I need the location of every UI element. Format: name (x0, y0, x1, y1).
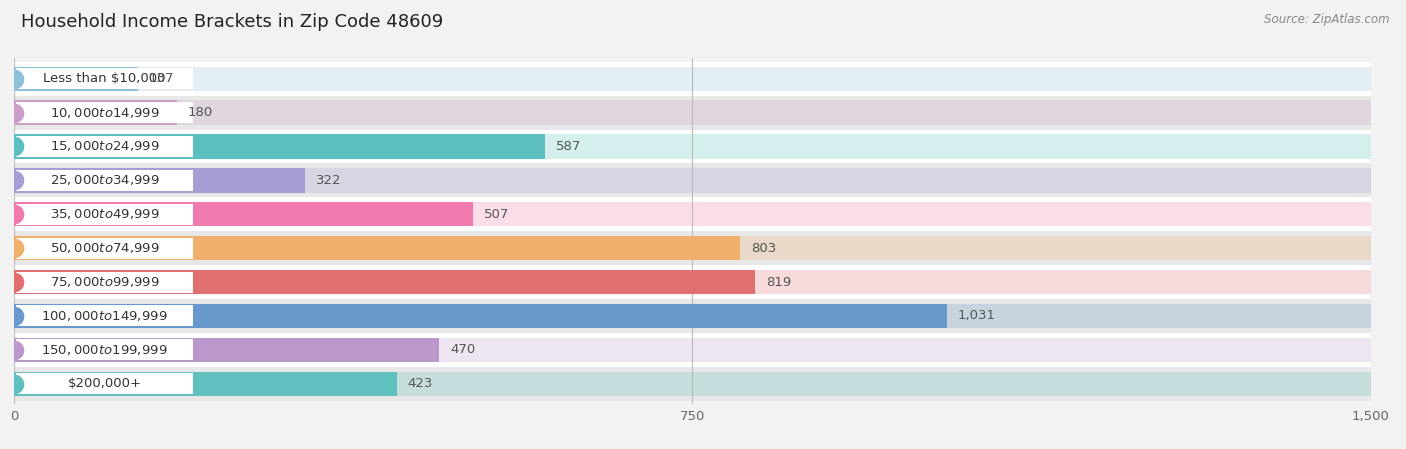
Bar (14, 304, 1371, 328)
Text: 180: 180 (188, 106, 212, 119)
Bar (0, 231, 1406, 265)
Bar (14, 168, 1371, 193)
Text: 470: 470 (450, 343, 475, 357)
Bar (0, 265, 1406, 299)
Bar (15, 68, 193, 89)
Text: $100,000 to $149,999: $100,000 to $149,999 (41, 309, 167, 323)
Text: 507: 507 (484, 208, 509, 221)
Bar (15, 373, 193, 394)
Point (3, 380, 25, 387)
Bar (0, 130, 1406, 163)
Text: 819: 819 (766, 276, 792, 289)
Text: 803: 803 (751, 242, 776, 255)
Text: 423: 423 (408, 377, 433, 390)
Bar (0, 198, 1406, 231)
Text: 137: 137 (149, 72, 174, 85)
Text: $50,000 to $74,999: $50,000 to $74,999 (49, 241, 159, 255)
Bar (14, 101, 1371, 125)
Text: $10,000 to $14,999: $10,000 to $14,999 (49, 106, 159, 119)
Text: $15,000 to $24,999: $15,000 to $24,999 (49, 140, 159, 154)
Point (3, 278, 25, 286)
Bar (15, 170, 193, 191)
Text: 587: 587 (555, 140, 581, 153)
Bar (14, 270, 1371, 294)
Bar (15, 339, 193, 361)
Bar (0, 367, 1406, 401)
Bar (0, 62, 1406, 96)
Text: Source: ZipAtlas.com: Source: ZipAtlas.com (1264, 13, 1389, 26)
Bar (14, 168, 305, 193)
Point (3, 75, 25, 82)
Bar (0, 96, 1406, 130)
Point (3, 143, 25, 150)
Bar (14, 66, 138, 91)
Point (3, 109, 25, 116)
Text: 1,031: 1,031 (957, 309, 995, 322)
Text: $75,000 to $99,999: $75,000 to $99,999 (49, 275, 159, 289)
Text: 322: 322 (316, 174, 342, 187)
Bar (14, 202, 1371, 226)
Bar (15, 238, 193, 259)
Bar (14, 372, 1371, 396)
Text: $25,000 to $34,999: $25,000 to $34,999 (49, 173, 159, 187)
Bar (15, 272, 193, 293)
Bar (14, 304, 946, 328)
Bar (14, 134, 546, 158)
Bar (14, 134, 1371, 158)
Bar (15, 305, 193, 326)
Bar (14, 338, 439, 362)
Bar (14, 236, 1371, 260)
Bar (15, 136, 193, 157)
Bar (0, 163, 1406, 198)
Bar (15, 204, 193, 225)
Point (3, 245, 25, 252)
Point (3, 313, 25, 320)
Bar (0, 333, 1406, 367)
Bar (14, 270, 755, 294)
Bar (14, 338, 1371, 362)
Bar (14, 101, 177, 125)
Text: $200,000+: $200,000+ (67, 377, 142, 390)
Point (3, 211, 25, 218)
Bar (14, 372, 396, 396)
Bar (14, 202, 472, 226)
Text: $150,000 to $199,999: $150,000 to $199,999 (41, 343, 167, 357)
Text: $35,000 to $49,999: $35,000 to $49,999 (49, 207, 159, 221)
Point (3, 346, 25, 353)
Bar (14, 236, 741, 260)
Text: Less than $10,000: Less than $10,000 (44, 72, 166, 85)
Bar (14, 66, 1371, 91)
Bar (15, 102, 193, 123)
Point (3, 177, 25, 184)
Text: Household Income Brackets in Zip Code 48609: Household Income Brackets in Zip Code 48… (21, 13, 443, 31)
Bar (0, 299, 1406, 333)
